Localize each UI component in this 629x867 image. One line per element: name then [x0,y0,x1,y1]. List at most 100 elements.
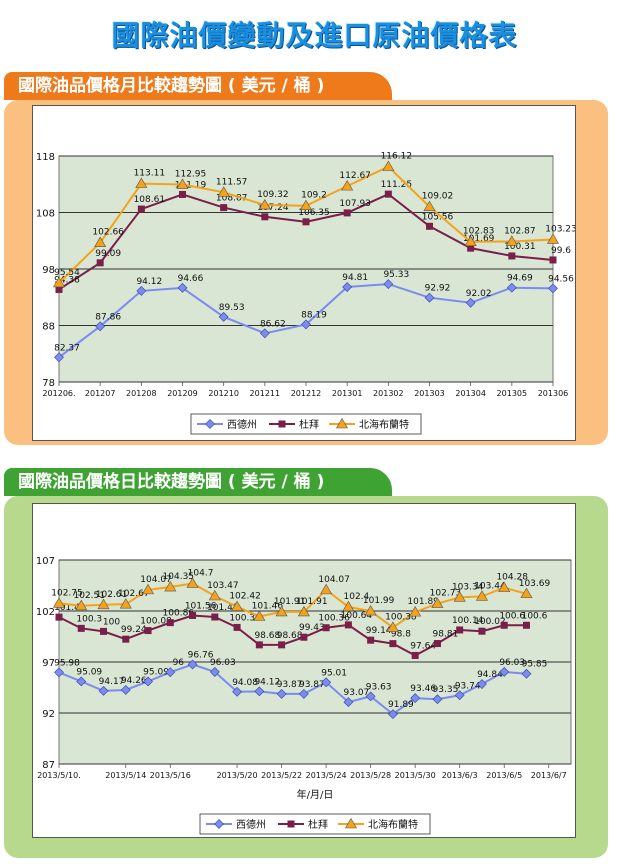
y-tick-label: 88 [42,322,55,333]
data-label: 103.23 [545,224,575,234]
data-label: 96.03 [210,658,236,668]
data-label: 96 [173,658,185,668]
x-tick-label: 2013/5/30 [395,771,436,780]
data-point [467,244,475,252]
data-label: 109.2 [301,191,327,201]
data-point [259,328,270,339]
data-label: 95.98 [54,658,80,668]
data-label: 103.47 [207,581,239,591]
data-point [383,279,394,290]
data-point [218,311,229,322]
data-point [52,597,66,608]
data-label: 99.6 [551,246,571,256]
data-point [322,624,330,632]
x-tick-label: 201304 [455,389,486,398]
data-label: 94.38 [54,275,80,285]
data-point [464,235,477,247]
y-tick-label: 78 [42,378,55,389]
data-point [546,233,560,244]
data-label: 111.25 [381,180,413,190]
data-label: 95.01 [321,668,347,678]
data-label: 95.85 [522,660,548,670]
data-point [187,659,198,670]
data-label: 100.31 [504,242,536,252]
legend-marker [335,417,349,429]
data-label: 100 [103,617,120,627]
data-label: 108.87 [216,194,248,204]
monthly-chart-svg: 78 88 98 108 118 201206. 201207 201208 201209 201… [36,152,575,435]
data-label: 100.6 [499,611,525,621]
data-point [389,640,397,648]
y-tick-label: 107 [36,556,55,567]
data-point [475,590,488,601]
data-label: 100.3 [76,614,102,624]
x-tick-label: 2013/6/5 [486,771,522,780]
data-label: 96.76 [188,650,214,660]
data-point [365,691,376,702]
daily-chart: 87 92 97 102 107 2013/5/10. 2013/5/14 2013/5/16… [32,503,576,838]
data-point [142,583,155,595]
data-point [217,186,230,197]
data-point [137,205,145,213]
data-point [549,256,557,264]
data-point [343,209,351,217]
data-point [278,641,286,649]
data-label: 101.99 [363,596,395,606]
data-point [508,252,516,260]
x-tick-label: 201302 [373,389,404,398]
data-label: 102.87 [504,226,536,236]
data-point [179,190,186,198]
data-label: 91.89 [388,700,414,710]
data-label: 101.4 [54,603,80,613]
data-label: 102.83 [463,227,495,237]
data-point [255,641,263,649]
x-tick-label: 2013/5/28 [350,771,391,780]
data-label: 100.38 [385,613,417,623]
data-label: 93.46 [410,684,436,694]
data-point [258,198,271,210]
x-tick-label: 201208 [126,389,157,398]
data-point [164,580,177,592]
data-label: 89.53 [219,303,245,313]
data-point [456,626,464,634]
data-label: 100.6 [522,611,548,621]
data-label: 100.64 [341,611,373,621]
data-label: 102.42 [229,592,261,602]
data-point [500,621,508,629]
legend-marker [344,817,358,829]
data-point [186,577,199,588]
data-point [344,621,352,629]
series-line [58,663,527,716]
data-point [522,621,530,629]
x-tick-label: 2013/5/10. [37,771,81,780]
data-point [387,709,398,720]
data-label: 100.02 [474,617,506,627]
data-point [96,259,104,267]
data-point [276,689,287,699]
data-label: 98.68 [254,631,280,641]
data-point [367,636,375,644]
data-point [55,613,63,621]
legend-label: 北海布蘭特 [368,818,418,831]
data-point [136,285,147,296]
data-label: 103.44 [474,581,506,591]
data-point [75,599,88,611]
data-point [77,624,85,632]
data-point [384,190,392,198]
y-tick-label: 97 [42,658,55,669]
x-tick-label: 201301 [332,389,363,398]
data-point [232,686,243,697]
data-label: 102.67 [118,589,150,599]
y-tick-label: 98 [42,265,55,276]
data-point [478,627,486,635]
data-point [144,627,152,635]
data-label: 109.32 [257,190,289,200]
data-point [477,679,487,689]
monthly-chart-title: 國際油品價格月比較趨勢圖 ( 美元 / 桶 ) [4,72,392,100]
x-tick-label: 201303 [414,389,445,398]
data-point [548,283,558,294]
data-label: 95.33 [383,270,409,280]
data-point [499,666,510,677]
x-tick-label: 201212 [291,389,322,398]
data-label: 94.26 [121,676,147,686]
